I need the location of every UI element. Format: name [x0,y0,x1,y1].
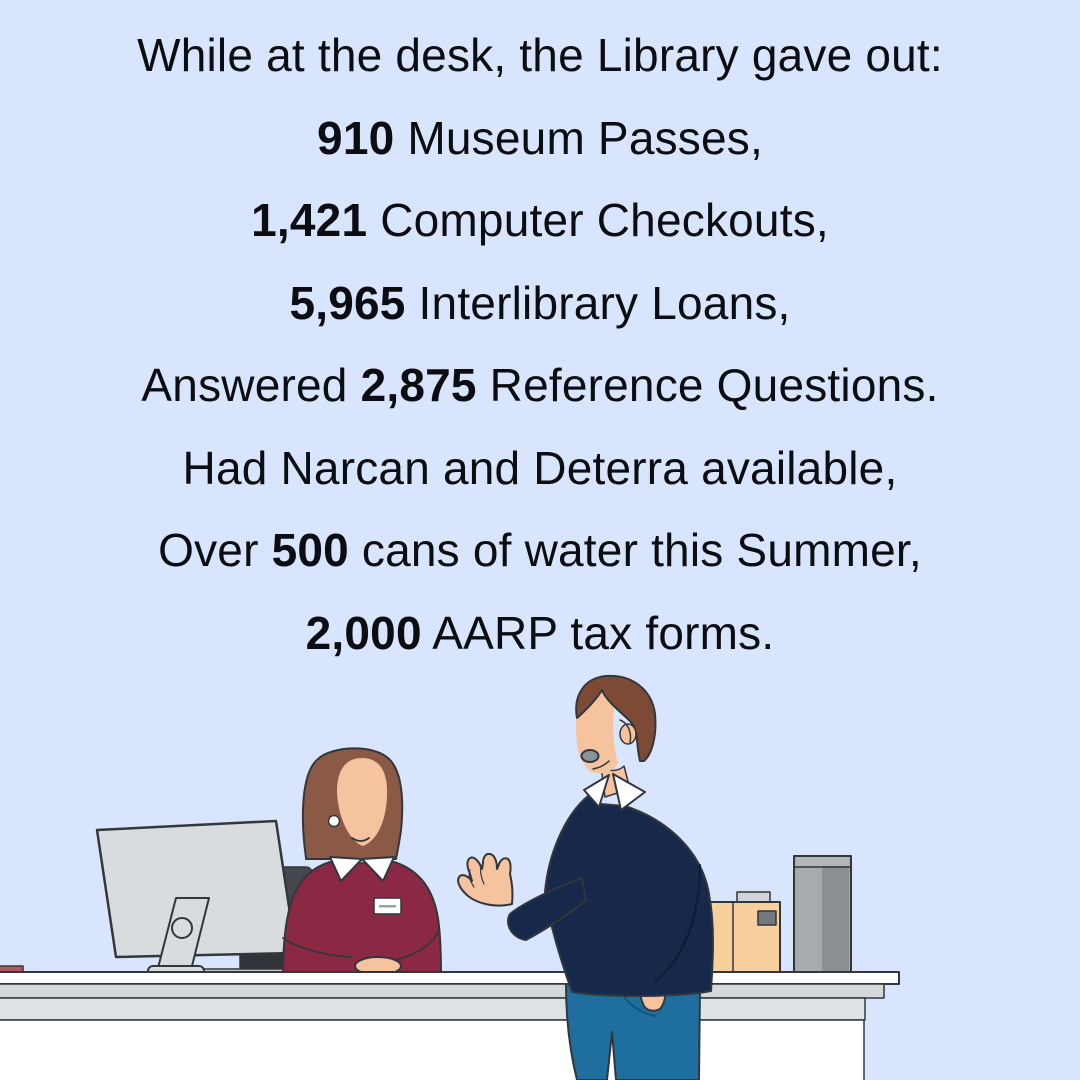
stat-text: Museum Passes, [394,111,763,164]
stat-number: 1,421 [251,194,368,246]
stat-text: Reference Questions. [476,359,939,411]
stat-text: cans of water this Summer, [348,524,922,576]
stat-number: 500 [271,524,349,576]
stats-text-block: While at the desk, the Library gave out:… [0,14,1080,675]
librarian-illustration [282,747,442,977]
stat-number: 2,000 [305,606,422,659]
reference-desk [0,971,900,1080]
librarian-face [337,758,388,846]
gesturing-hand [457,852,514,907]
stat-number: 5,965 [289,276,406,329]
desk-top [0,971,900,985]
patron-ear [619,723,637,745]
desk-front-panel [0,1019,865,1080]
canister [793,855,852,975]
pearl-earring [327,814,341,828]
stat-text: Interlibrary Loans, [405,276,791,329]
headline-line: Answered 2,875 Reference Questions. [0,344,1080,427]
stat-text: Had Narcan and Deterra available, [182,441,898,494]
stat-text: Answered [141,359,361,411]
stand-hole [171,917,193,939]
stat-text: While at the desk, the Library gave out: [137,29,943,81]
computer-monitor [95,819,298,978]
stat-text: Over [158,524,272,576]
patron-sweater [544,795,714,997]
headline-line: 2,000 AARP tax forms. [0,592,1080,675]
stat-number: 910 [317,111,395,164]
headline-line: Had Narcan and Deterra available, [0,427,1080,510]
headline-line: 5,965 Interlibrary Loans, [0,262,1080,345]
patron-illustration [457,674,714,1080]
librarian-sweater [282,861,442,977]
patron-hair [575,674,657,762]
open-mouth [580,749,600,763]
headline-line: While at the desk, the Library gave out: [0,14,1080,97]
headline-line: 1,421 Computer Checkouts, [0,179,1080,262]
stat-number: 2,875 [360,359,477,411]
headline-line: Over 500 cans of water this Summer, [0,509,1080,592]
gesturing-arm [507,877,587,941]
stat-text: Computer Checkouts, [367,194,829,246]
headline-line: 910 Museum Passes, [0,97,1080,180]
patron-jeans [565,983,701,1080]
stat-text: AARP tax forms. [421,606,775,659]
library-desk-illustration [0,674,900,1080]
